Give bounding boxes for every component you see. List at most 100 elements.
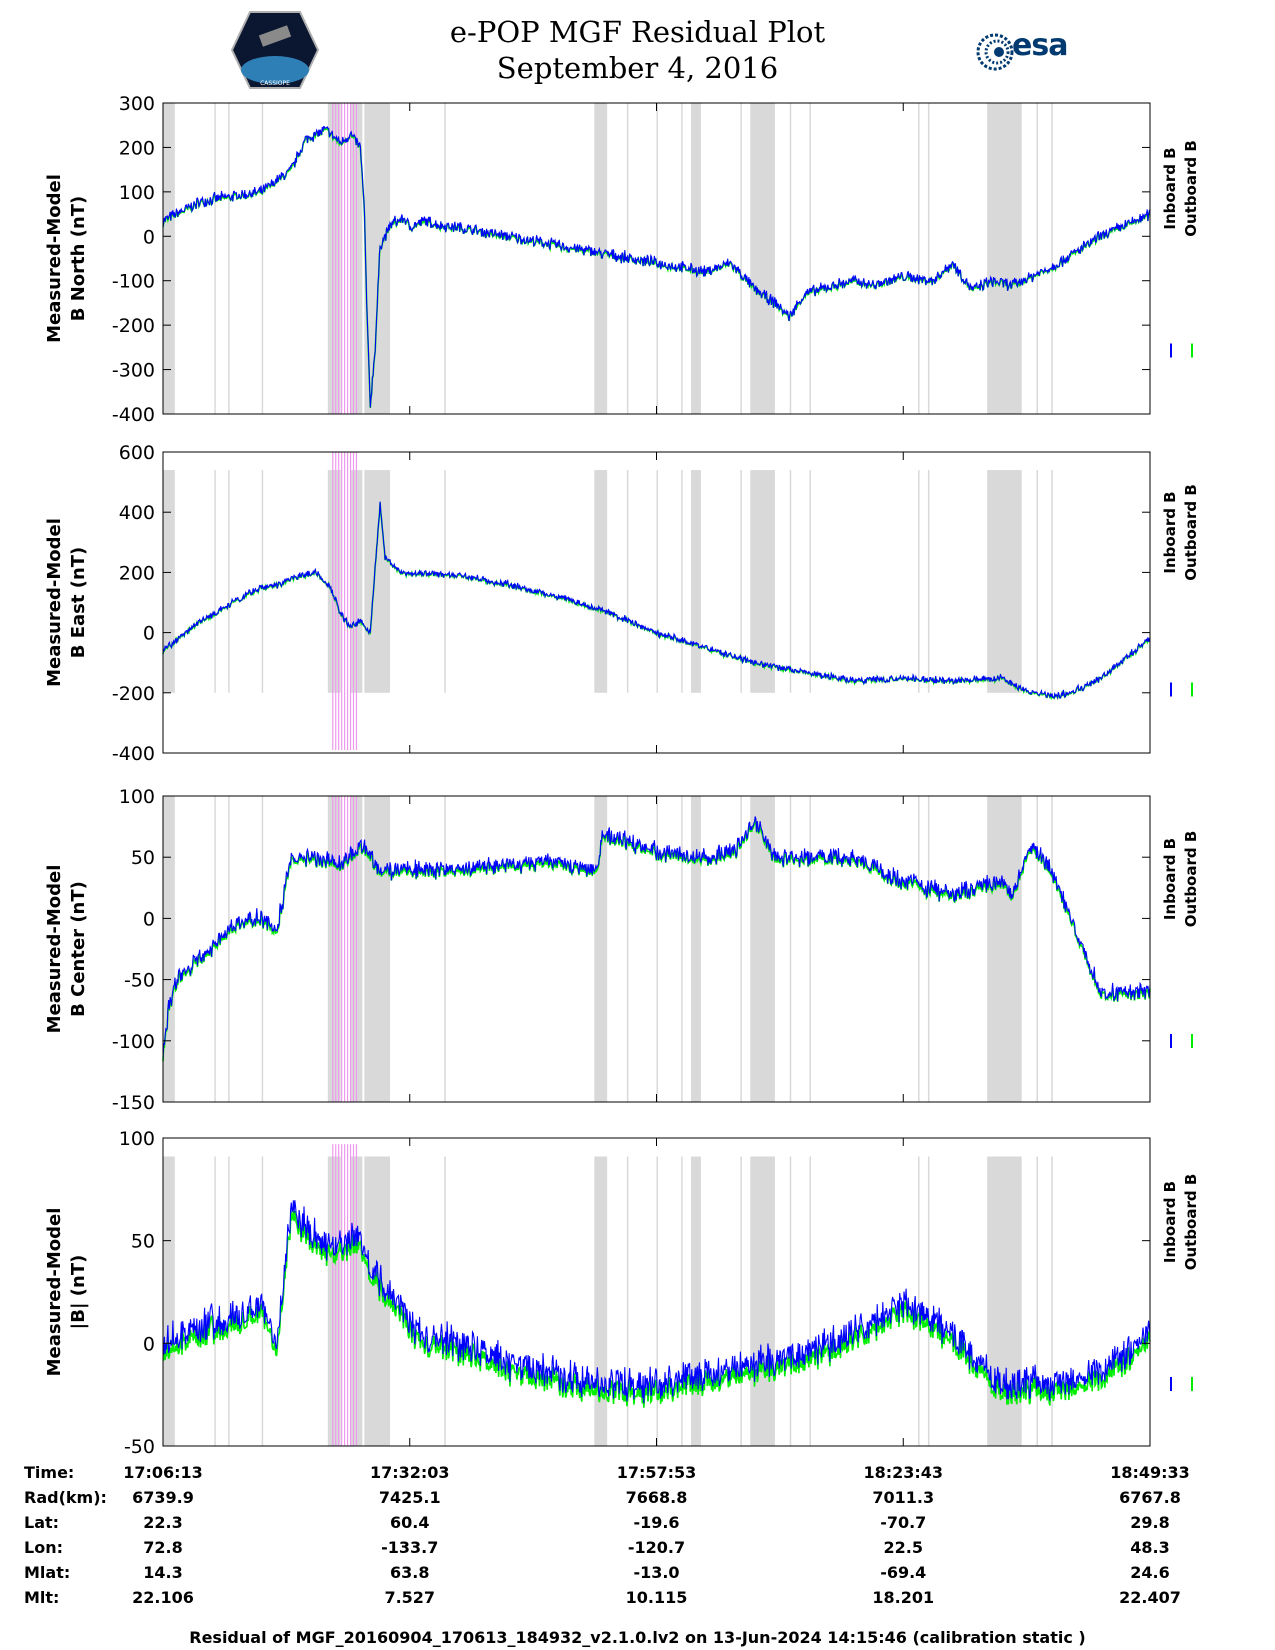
- y-tick-label: 400: [119, 502, 155, 524]
- y-axis-label-line1: Measured-Model: [44, 865, 65, 1034]
- title-line-2: September 4, 2016: [496, 51, 779, 85]
- title-line-1: e-POP MGF Residual Plot: [449, 15, 826, 49]
- data-gap-band: [444, 470, 446, 693]
- data-gap-band: [444, 796, 446, 1102]
- data-gap-band: [681, 470, 683, 693]
- data-gap-band: [789, 103, 792, 414]
- y-tick-label: -200: [112, 315, 155, 337]
- ephemeris-value: 7668.8: [625, 1488, 688, 1507]
- mission-logo-text: CASSIOPE: [260, 80, 290, 87]
- data-gap-band: [987, 103, 1022, 414]
- inboard-series-line: [162, 501, 1151, 700]
- y-tick-label: -400: [112, 404, 155, 426]
- data-gap-band: [691, 103, 701, 414]
- ephemeris-value: 72.8: [143, 1538, 183, 1557]
- footer-caption: Residual of MGF_20160904_170613_184932_v…: [189, 1628, 1086, 1647]
- y-tick-label: 300: [119, 93, 155, 115]
- legend-outboard-label: Outboard B: [1182, 484, 1200, 581]
- inboard-series-line: [162, 1200, 1151, 1404]
- legend-outboard-label: Outboard B: [1182, 831, 1200, 928]
- ephemeris-value: -70.7: [880, 1513, 927, 1532]
- y-tick-label: 200: [119, 137, 155, 159]
- panel-total: 100 50 0 -50 Measured-Model |B| (nT) Inboard B…: [44, 1128, 1200, 1458]
- ephemeris-value: 22.5: [883, 1538, 923, 1557]
- data-gap-band: [228, 470, 230, 693]
- ephemeris-value: 17:06:13: [123, 1463, 203, 1482]
- residual-plots: 300 200 100 0 -100 -200 -300 -400 Measured-Model…: [44, 93, 1200, 1458]
- y-tick-label: -100: [112, 1031, 155, 1053]
- data-gap-band: [918, 796, 920, 1102]
- ephemeris-value: -120.7: [627, 1538, 686, 1557]
- data-gap-band: [740, 470, 742, 693]
- ephemeris-value: 17:32:03: [369, 1463, 450, 1482]
- ephemeris-value: 7425.1: [378, 1488, 441, 1507]
- data-gap-band: [214, 796, 216, 1102]
- data-gap-band: [163, 103, 175, 414]
- data-gap-band: [327, 1156, 341, 1446]
- y-tick-label: -300: [112, 360, 155, 382]
- legend-inboard-label: Inboard B: [1161, 1181, 1179, 1263]
- data-gap-band: [927, 103, 930, 414]
- panel-north: 300 200 100 0 -100 -200 -300 -400 Measured-Model…: [44, 93, 1200, 426]
- data-gap-band: [789, 796, 792, 1102]
- panel-center: 100 50 0 -50 -100 -150 Measured-Model B Center …: [44, 786, 1200, 1114]
- y-tick-label: 0: [143, 908, 155, 930]
- data-gap-band: [1036, 796, 1038, 1102]
- y-tick-label: -150: [112, 1092, 155, 1114]
- y-axis-label-line1: Measured-Model: [44, 1208, 65, 1377]
- data-gap-band: [261, 470, 264, 693]
- data-gap-band: [364, 470, 391, 693]
- ephemeris-value: -19.6: [633, 1513, 680, 1532]
- data-gap-band: [740, 103, 742, 414]
- data-gap-band: [1051, 796, 1053, 1102]
- data-gap-band: [918, 470, 920, 693]
- data-gap-band: [1051, 470, 1053, 693]
- ephemeris-value: 7.527: [384, 1588, 436, 1607]
- data-gap-band: [1036, 1156, 1038, 1446]
- data-gap-band: [927, 796, 930, 1102]
- data-gap-band: [228, 103, 230, 414]
- data-gap-band: [228, 796, 230, 1102]
- data-gap-band: [656, 103, 658, 414]
- esa-swirl-icon: [976, 33, 1014, 71]
- y-tick-label: 200: [119, 562, 155, 584]
- data-gap-band: [750, 1156, 775, 1446]
- data-gap-band: [750, 103, 775, 414]
- esa-logo-text: esa: [1012, 28, 1068, 63]
- data-gap-band: [740, 1156, 742, 1446]
- ephemeris-value: -13.0: [633, 1563, 680, 1582]
- data-gap-band: [594, 1156, 608, 1446]
- y-tick-label: -100: [112, 271, 155, 293]
- data-gap-band: [656, 470, 658, 693]
- data-gap-band: [327, 470, 341, 693]
- ephemeris-value: -69.4: [880, 1563, 927, 1582]
- ephemeris-value: -133.7: [381, 1538, 439, 1557]
- y-axis-label-line2: |B| (nT): [68, 1255, 89, 1330]
- data-gap-band: [681, 1156, 683, 1446]
- data-gap-band: [809, 796, 811, 1102]
- data-gap-band: [228, 1156, 230, 1446]
- data-gap-band: [681, 103, 683, 414]
- data-gap-band: [327, 103, 341, 414]
- data-gap-band: [444, 103, 446, 414]
- y-tick-label: -200: [112, 683, 155, 705]
- y-tick-label: 100: [119, 182, 155, 204]
- ephemeris-value: 24.6: [1130, 1563, 1170, 1582]
- data-gap-band: [261, 103, 264, 414]
- y-tick-label: 50: [131, 847, 155, 869]
- ephemeris-row-label: Rad(km):: [24, 1488, 107, 1507]
- data-gap-band: [626, 470, 629, 693]
- data-gap-band: [691, 470, 701, 693]
- ephemeris-value: 22.106: [132, 1588, 194, 1607]
- ephemeris-value: 48.3: [1130, 1538, 1170, 1557]
- legend-inboard-label: Inboard B: [1161, 491, 1179, 573]
- data-gap-band: [691, 796, 701, 1102]
- data-gap-band: [1036, 103, 1038, 414]
- y-axis-label: Measured-Model B East (nT): [44, 518, 89, 687]
- ephemeris-row-label: Time:: [24, 1463, 75, 1482]
- ephemeris-row-label: Lon:: [24, 1538, 63, 1557]
- data-gap-band: [691, 1156, 701, 1446]
- legend-inboard-label: Inboard B: [1161, 838, 1179, 920]
- ephemeris-value: 60.4: [390, 1513, 430, 1532]
- ephemeris-value: 17:57:53: [616, 1463, 697, 1482]
